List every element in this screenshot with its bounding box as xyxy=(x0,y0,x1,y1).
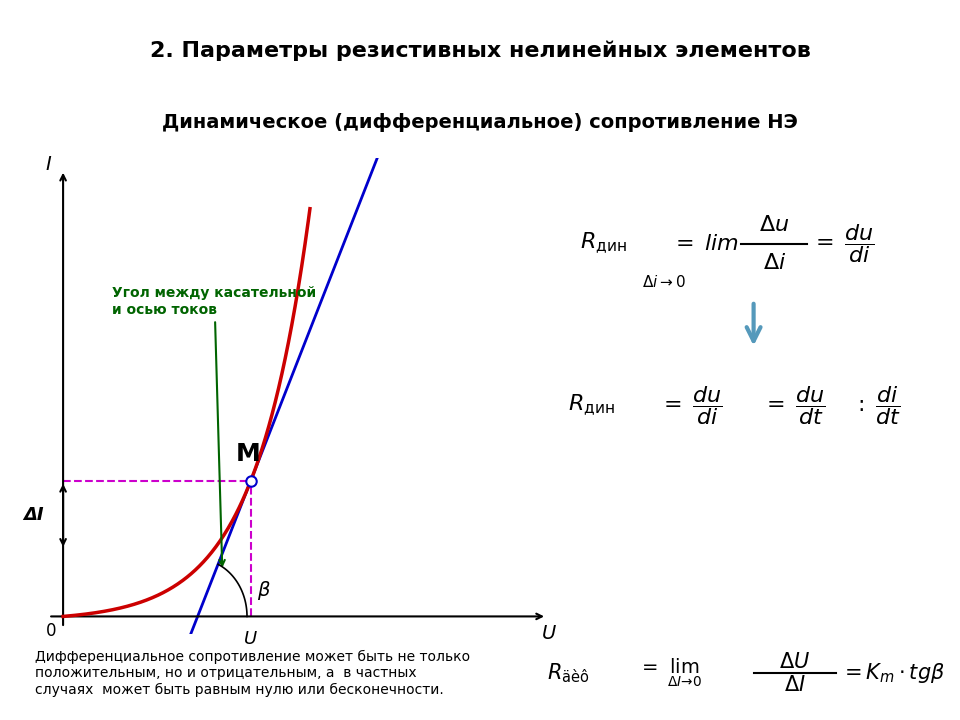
Text: M: M xyxy=(236,442,260,466)
Text: $\Delta i \to 0$: $\Delta i \to 0$ xyxy=(642,274,686,290)
Text: $= \; \lim_{\Delta I \to 0}$: $= \; \lim_{\Delta I \to 0}$ xyxy=(638,657,702,690)
Text: Динамическое (дифференциальное) сопротивление НЭ: Динамическое (дифференциальное) сопротив… xyxy=(162,113,798,132)
Text: $\Delta i$: $\Delta i$ xyxy=(762,253,786,273)
Text: $= K_m \cdot tg\beta$: $= K_m \cdot tg\beta$ xyxy=(840,661,946,685)
Text: I: I xyxy=(45,155,51,174)
Text: Касательная к графику ВАХ
в точке М: Касательная к графику ВАХ в точке М xyxy=(0,719,1,720)
Text: $\Delta I$: $\Delta I$ xyxy=(784,675,805,696)
Text: $R_{\rm дин}$: $R_{\rm дин}$ xyxy=(580,231,627,256)
Text: U: U xyxy=(542,624,557,643)
Text: $= \;\dfrac{du}{di}$: $= \;\dfrac{du}{di}$ xyxy=(659,384,722,427)
Text: β: β xyxy=(257,581,270,600)
Text: $: \;\dfrac{di}{dt}$: $: \;\dfrac{di}{dt}$ xyxy=(852,384,900,427)
Text: $= \;\dfrac{du}{di}$: $= \;\dfrac{du}{di}$ xyxy=(811,222,875,266)
Text: $= \; lim$: $= \; lim$ xyxy=(671,234,739,254)
Text: 0: 0 xyxy=(45,622,56,640)
Text: Угол между касательной
и осью токов: Угол между касательной и осью токов xyxy=(112,287,317,565)
Text: ΔI: ΔI xyxy=(23,506,44,524)
Text: Дифференциальное сопротивление может быть не только
положительным, но и отрицате: Дифференциальное сопротивление может быт… xyxy=(35,650,470,696)
Text: $\Delta U$: $\Delta U$ xyxy=(780,652,810,672)
Text: $\Delta u$: $\Delta u$ xyxy=(759,215,789,235)
Text: U: U xyxy=(244,630,257,648)
Text: $R_{\rm дин}$: $R_{\rm дин}$ xyxy=(567,393,615,418)
Text: 2. Параметры резистивных нелинейных элементов: 2. Параметры резистивных нелинейных элем… xyxy=(150,40,810,60)
Text: $R_{\rm äèô}$: $R_{\rm äèô}$ xyxy=(547,662,589,685)
Text: $= \;\dfrac{du}{dt}$: $= \;\dfrac{du}{dt}$ xyxy=(762,384,826,427)
